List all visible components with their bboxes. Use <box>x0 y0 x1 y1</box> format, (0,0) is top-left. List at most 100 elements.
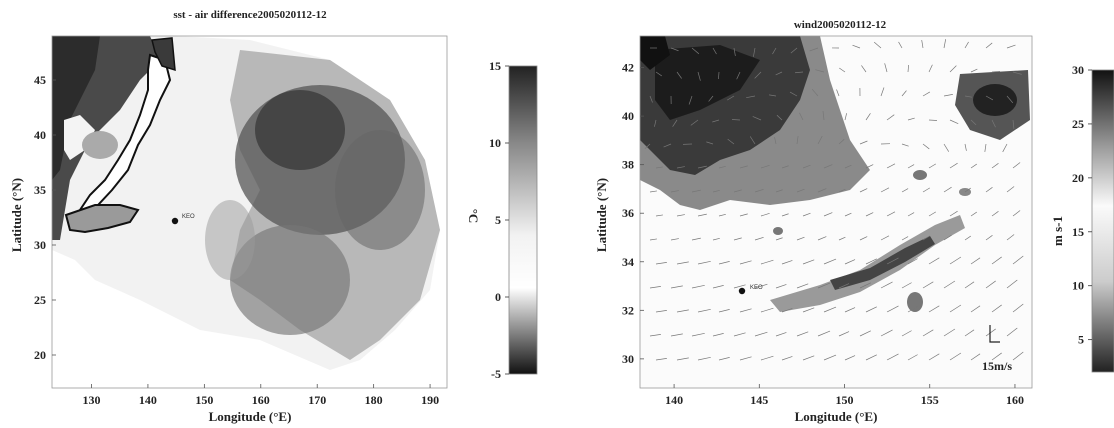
right-xtick-label: 140 <box>665 393 683 407</box>
wind-vector <box>776 114 783 121</box>
wind-vector <box>922 235 931 241</box>
wind-vector <box>1012 119 1015 129</box>
wind-vector <box>844 212 852 217</box>
left-plot-frame <box>51 35 448 389</box>
left-y-axis-label: Latitude (°N) <box>9 178 24 252</box>
wind-vector <box>739 165 748 169</box>
wind-vector <box>859 330 871 337</box>
wind-vector <box>718 357 730 361</box>
wind-vector <box>733 47 736 56</box>
wind-vector <box>859 236 868 241</box>
left-ytick-label: 45 <box>34 73 46 87</box>
wind-vector <box>817 188 827 193</box>
left-map-plot: KEO <box>52 36 447 388</box>
wind-vector <box>949 304 962 313</box>
right-y-ticks: 30 32 34 36 38 40 42 <box>622 61 644 366</box>
wind-vector <box>985 187 993 193</box>
wind-vector <box>922 329 934 337</box>
wind-vector <box>649 238 657 241</box>
wind-vector <box>886 211 896 217</box>
wind-vector <box>922 281 934 289</box>
right-colorbar-tick-label: 25 <box>1072 117 1084 131</box>
wind-vector <box>1002 143 1008 153</box>
wind-vector <box>865 164 874 169</box>
wind-vector <box>802 307 815 313</box>
wind-vector <box>754 71 762 79</box>
wind-vector <box>691 47 700 55</box>
wind-vector <box>796 331 809 337</box>
right-ytick-label: 42 <box>622 61 634 75</box>
wind-vector <box>775 189 783 193</box>
wind-vector <box>823 212 833 217</box>
wind-vector <box>706 141 714 145</box>
wind-vector <box>712 119 720 123</box>
wind-vector <box>838 188 846 193</box>
wind-vector <box>886 353 899 361</box>
wind-vector <box>697 308 711 313</box>
wind-vector <box>690 119 699 126</box>
wind-vector <box>991 211 999 217</box>
wind-vector <box>775 332 787 337</box>
wind-vector <box>921 40 924 49</box>
left-colorbar-ticks: 15 10 5 0 -5 <box>489 59 509 381</box>
wind-vector <box>760 355 774 361</box>
wind-vector <box>796 283 809 289</box>
right-xtick-label: 155 <box>921 393 939 407</box>
wind-vector <box>817 236 827 241</box>
wind-vector <box>907 64 909 73</box>
wind-vector <box>880 329 893 337</box>
wind-vector <box>943 280 956 289</box>
left-colorbar-tick-label: -5 <box>491 367 501 381</box>
wind-vector <box>907 117 915 121</box>
wind-vector <box>907 306 918 313</box>
wind-vector <box>718 71 720 80</box>
wind-vector <box>907 258 918 265</box>
wind-vector <box>1006 279 1018 289</box>
wind-vector <box>838 139 845 145</box>
wind-vector <box>733 189 742 193</box>
left-ytick-label: 20 <box>34 348 46 362</box>
wind-vector <box>817 135 823 145</box>
wind-vector <box>886 257 899 265</box>
wind-vector <box>712 333 724 337</box>
wind-vector <box>970 353 981 361</box>
wind-vector <box>922 187 931 193</box>
wind-vector <box>823 306 837 313</box>
left-colorbar-label: °C <box>466 209 481 224</box>
wind-vector <box>708 95 714 102</box>
wind-vector <box>670 285 683 289</box>
wind-vector <box>943 328 956 337</box>
right-wind-vectors <box>644 39 1024 361</box>
wind-vector <box>1006 95 1014 104</box>
wind-vector <box>991 304 1002 313</box>
wind-vector <box>880 187 890 193</box>
wind-vector <box>865 258 877 265</box>
right-colorbar <box>1091 69 1114 373</box>
left-xtick-label: 130 <box>83 393 101 407</box>
wind-vector <box>802 212 811 217</box>
wind-vector <box>949 65 957 73</box>
left-keo-label: KEO <box>182 214 195 220</box>
wind-vector <box>781 308 793 313</box>
wind-vector <box>928 305 940 313</box>
wind-vector <box>844 355 856 361</box>
wind-vector <box>655 262 667 265</box>
wind-vector <box>859 282 871 289</box>
wind-vector <box>790 47 798 54</box>
wind-vector <box>922 91 931 97</box>
wind-vector <box>985 95 994 101</box>
wind-vector <box>922 143 930 150</box>
wind-vector <box>739 308 752 313</box>
wind-vector <box>1012 255 1024 265</box>
wind-vector <box>873 41 882 49</box>
wind-vector <box>718 165 726 169</box>
left-xtick-label: 170 <box>308 393 326 407</box>
wind-vector <box>774 137 777 145</box>
wind-vector <box>802 355 815 361</box>
wind-vector <box>928 257 940 265</box>
wind-vector <box>943 94 953 97</box>
wind-vector <box>1006 234 1015 241</box>
wind-vector <box>760 307 774 313</box>
wind-vector <box>901 143 909 147</box>
